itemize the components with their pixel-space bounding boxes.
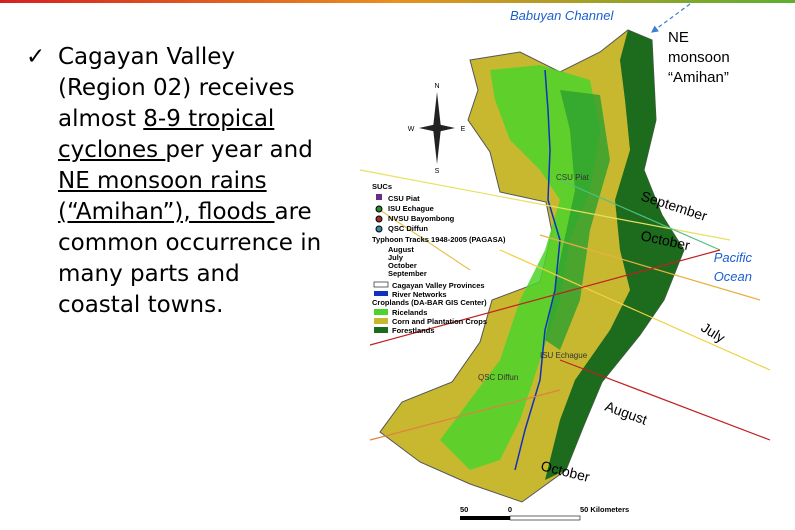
legend-item: ISU Echague xyxy=(388,204,434,213)
sea-label: Babuyan Channel xyxy=(510,8,614,23)
track-label: August xyxy=(603,398,650,428)
riceland xyxy=(545,90,610,350)
monsoon-label: NE xyxy=(668,29,689,46)
compass-w: W xyxy=(408,126,415,133)
compass-n: N xyxy=(434,83,439,90)
ocean-label: Ocean xyxy=(714,269,752,284)
bullet-segment: Cagayan Valley (Region 02) receives almo… xyxy=(58,44,295,132)
place-label: CSU Piat xyxy=(556,173,590,182)
bullet-segment: NE monsoon rains (“Amihan”), floods xyxy=(58,168,275,225)
track xyxy=(379,209,471,271)
track xyxy=(369,249,721,346)
track xyxy=(369,389,561,441)
forest xyxy=(545,30,684,480)
legend-item: October xyxy=(388,261,417,270)
legend-item: Forestlands xyxy=(392,326,435,335)
place-label: ISU Echague xyxy=(540,351,588,360)
riceland xyxy=(440,65,600,470)
bullet-segment: are common occurrence in many parts and … xyxy=(58,199,322,318)
bullet-segment: per year and xyxy=(165,137,313,163)
ocean-label: Pacific xyxy=(714,250,753,265)
legend-item: July xyxy=(388,253,404,262)
monsoon-label: “Amihan” xyxy=(668,69,729,86)
legend-swatch xyxy=(376,194,382,200)
legend-swatch xyxy=(374,327,388,333)
scale-label: 50 Kilometers xyxy=(580,505,629,514)
legend-item: September xyxy=(388,269,427,278)
scale-label: 50 xyxy=(460,505,468,514)
track xyxy=(559,359,771,441)
track xyxy=(359,169,731,241)
top-rule xyxy=(0,0,795,3)
legend-item: Ricelands xyxy=(392,308,427,317)
legend-title: Typhoon Tracks 1948-2005 (PAGASA) xyxy=(372,235,506,244)
legend-swatch xyxy=(373,281,389,288)
check-mark: ✓ xyxy=(26,44,46,70)
legend-item: Corn and Plantation Crops xyxy=(392,317,487,326)
bullet: ✓ Cagayan Valley (Region 02) receives alm… xyxy=(26,42,328,321)
compass xyxy=(419,92,455,164)
bullet-text: Cagayan Valley (Region 02) receives almo… xyxy=(58,42,328,321)
legend-swatch xyxy=(374,318,388,324)
legend-swatch xyxy=(375,225,383,233)
monsoon-label: monsoon xyxy=(668,49,730,66)
legend-swatch xyxy=(374,291,388,296)
legend-item: QSC Diffun xyxy=(388,224,428,233)
legend-swatch xyxy=(375,205,383,213)
track xyxy=(499,249,771,371)
legend-swatch xyxy=(374,309,388,315)
scale-bar xyxy=(460,516,510,520)
legend-item: River Networks xyxy=(392,290,447,299)
legend-item: Cagayan Valley Provinces xyxy=(392,281,485,290)
legend-title: Croplands (DA-BAR GIS Center) xyxy=(372,298,487,307)
monsoon-arrow xyxy=(651,3,691,33)
bullet-segment: 8-9 tropical cyclones xyxy=(58,106,275,163)
scale-label: 0 xyxy=(508,505,512,514)
legend-item: NVSU Bayombong xyxy=(388,214,455,223)
legend-item: August xyxy=(388,245,414,254)
legend-title: SUCs xyxy=(372,182,392,191)
river xyxy=(514,69,561,471)
place-label: QSC Diffun xyxy=(478,373,518,382)
track-label: July xyxy=(698,319,728,346)
legend-swatch xyxy=(375,215,383,223)
legend-item: CSU Piat xyxy=(388,194,420,203)
track xyxy=(559,179,721,251)
scale-bar xyxy=(509,515,581,521)
track xyxy=(539,234,761,301)
compass-e: E xyxy=(461,126,466,133)
compass-s: S xyxy=(435,168,440,175)
